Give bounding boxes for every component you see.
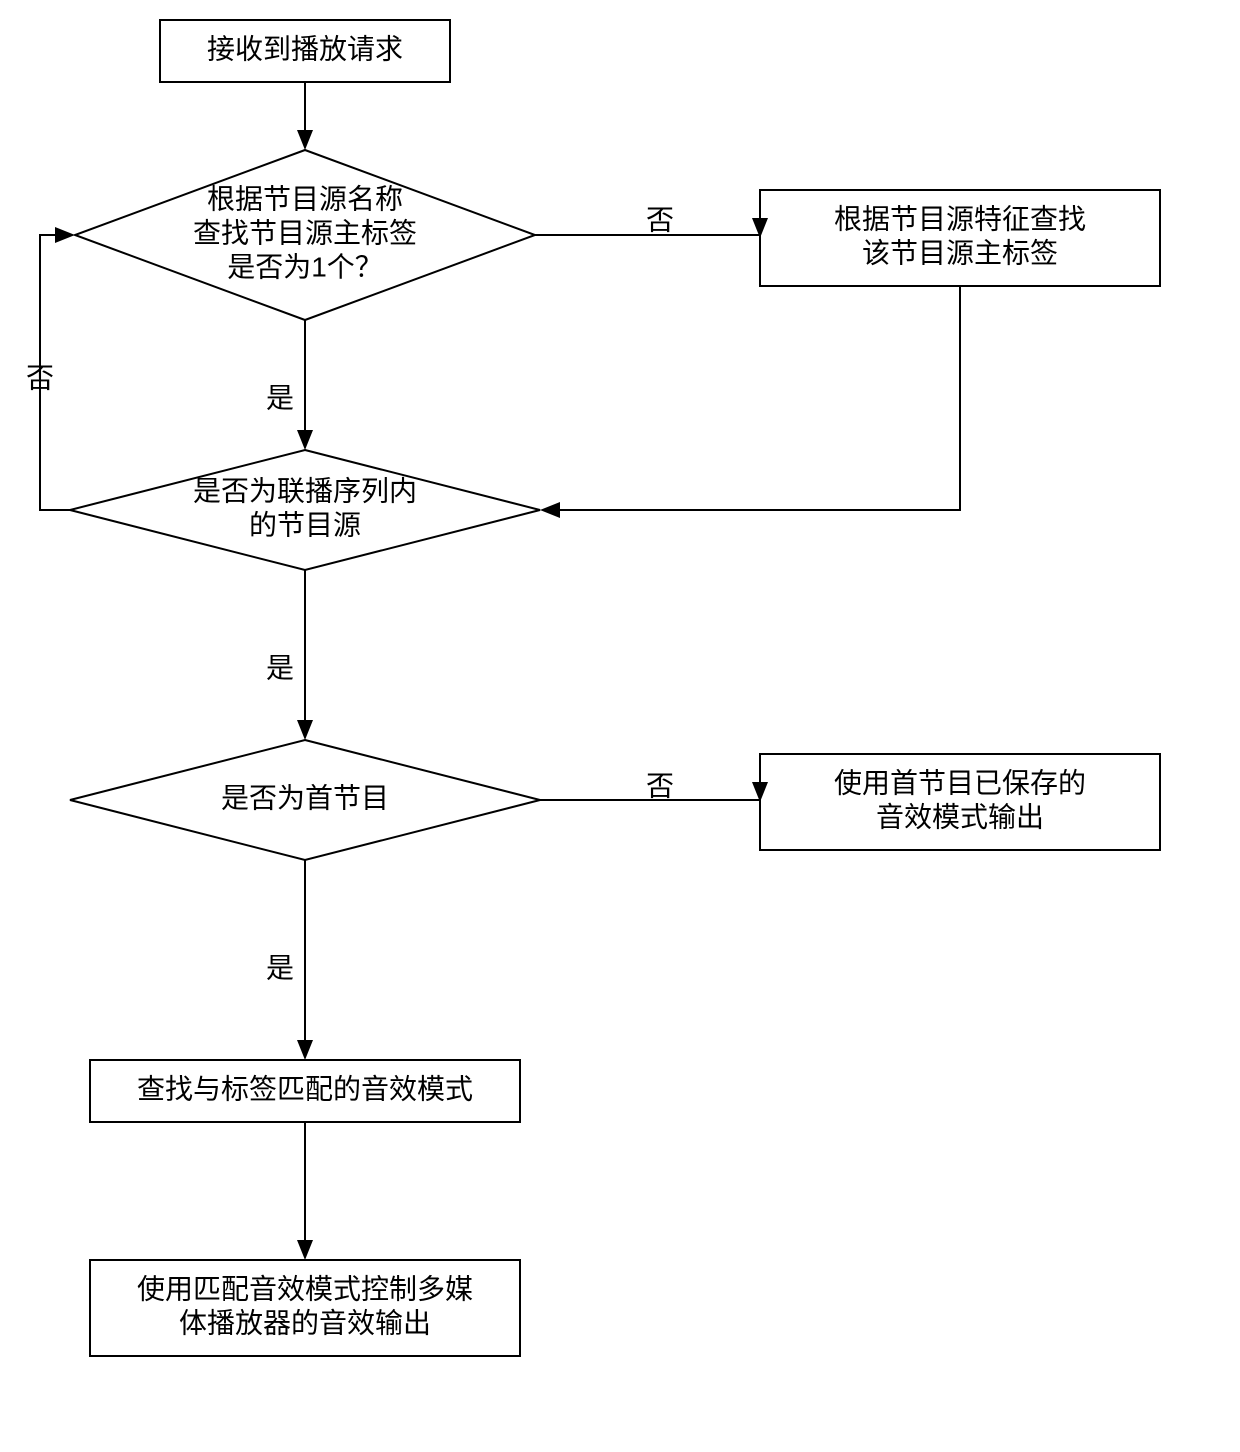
edge-label-5: 是 [266,652,294,683]
arrow-head [297,430,313,450]
edge-label-2: 否 [646,204,674,235]
n_start-label-0: 接收到播放请求 [207,33,403,64]
n_d2-label-1: 的节目源 [249,509,361,540]
n_d1-label-1: 查找节目源主标签 [193,217,417,248]
edge-label-1: 是 [266,382,294,413]
arrow-head [297,1040,313,1060]
edge-label-4: 否 [26,362,54,393]
n_d1-label-2: 是否为1个？ [227,251,383,282]
arrow-head [297,720,313,740]
n_d2-label-0: 是否为联播序列内 [193,475,417,506]
arrow-head [55,227,75,243]
flowchart-canvas: 接收到播放请求根据节目源名称查找节目源主标签是否为1个？ 根据节目源特征查找该节目… [0,0,1240,1452]
edge-label-7: 是 [266,952,294,983]
arrow-head [540,502,560,518]
n_out-label-0: 使用匹配音效模式控制多媒 [137,1273,473,1304]
n_match-label-0: 查找与标签匹配的音效模式 [137,1073,473,1104]
n_feat-label-0: 根据节目源特征查找 [834,203,1086,234]
n_d3-label-0: 是否为首节目 [221,782,389,813]
arrow-head [297,130,313,150]
n_saved-label-0: 使用首节目已保存的 [834,767,1086,798]
n_saved-label-1: 音效模式输出 [876,801,1044,832]
edge-label-6: 否 [646,770,674,801]
n_feat-label-1: 该节目源主标签 [862,237,1058,268]
edge-n_feat-n_d2 [560,286,960,510]
arrow-head [297,1240,313,1260]
n_out-label-1: 体播放器的音效输出 [179,1307,431,1338]
n_d1-label-0: 根据节目源名称 [207,183,403,214]
